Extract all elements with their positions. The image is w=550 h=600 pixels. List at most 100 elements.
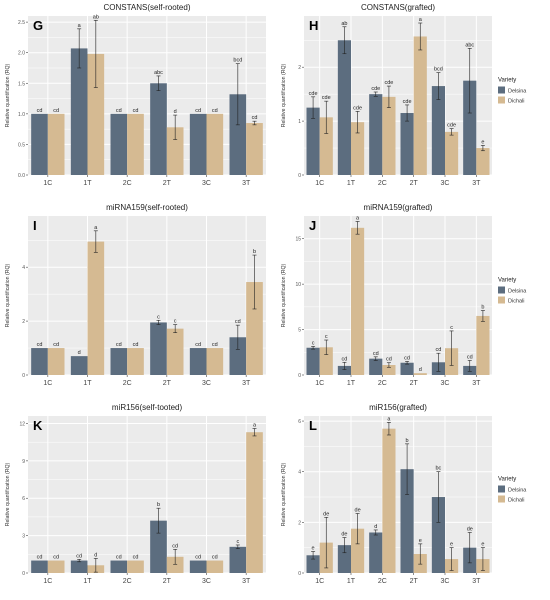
x-tick-label: 2C — [378, 180, 387, 187]
x-tick-label: 1C — [43, 380, 52, 387]
significance-label: de — [355, 507, 361, 513]
significance-label: c — [312, 340, 315, 346]
significance-label: cde — [309, 91, 318, 97]
y-tick-label: 1.0 — [18, 112, 25, 118]
y-tick-label: 2 — [22, 319, 25, 325]
x-tick-label: 1T — [347, 380, 356, 387]
bar-dichali — [166, 328, 184, 375]
bar-dichali — [127, 348, 144, 375]
x-tick-label: 3C — [441, 180, 450, 187]
bar-delsina — [110, 348, 128, 375]
bar-delsina — [337, 545, 351, 573]
bar-dichali — [319, 347, 333, 375]
x-tick-label: 1T — [83, 578, 92, 585]
x-tick-label: 2T — [163, 180, 172, 187]
significance-label: de — [341, 532, 347, 538]
significance-label: d — [94, 552, 97, 558]
bar-delsina — [229, 546, 247, 573]
x-tick-label: 2C — [123, 578, 132, 585]
bar-delsina — [369, 358, 383, 375]
bar-delsina — [306, 107, 320, 175]
significance-label: cd — [37, 108, 43, 114]
significance-label: cd — [37, 555, 43, 561]
bar-dichali — [246, 282, 263, 375]
significance-label: d — [78, 350, 81, 356]
y-tick-label: 9 — [22, 459, 25, 465]
y-tick-label: 2.0 — [18, 51, 25, 57]
bar-dichali — [166, 556, 184, 573]
significance-label: c — [325, 334, 328, 340]
bar-dichali — [382, 428, 396, 573]
legend-swatch-delsina — [498, 286, 505, 294]
significance-label: cd — [53, 342, 59, 348]
significance-label: b — [253, 249, 256, 255]
bar-delsina — [150, 322, 167, 375]
significance-label: b — [406, 438, 409, 444]
significance-label: cd — [172, 543, 178, 549]
y-tick-label: 5 — [298, 328, 301, 334]
panel-letter: J — [309, 218, 316, 233]
x-tick-label: 3T — [242, 180, 251, 187]
panel-letter: L — [309, 418, 317, 433]
x-tick-label: 3T — [242, 380, 251, 387]
bar-dichali — [127, 113, 144, 175]
significance-label: bc — [436, 466, 442, 472]
bar-dichali — [413, 36, 427, 176]
significance-label: b — [157, 502, 160, 508]
significance-label: a — [387, 416, 391, 422]
panel-letter: H — [309, 18, 318, 33]
bar-dichali — [445, 131, 459, 175]
bar-delsina — [369, 532, 383, 573]
x-tick-label: 3C — [441, 380, 450, 387]
x-tick-label: 2T — [410, 180, 419, 187]
x-tick-label: 3C — [202, 380, 211, 387]
significance-label: e — [312, 545, 315, 551]
x-tick-label: 3C — [202, 180, 211, 187]
bar-delsina — [150, 520, 167, 573]
plot-background — [304, 416, 492, 573]
significance-label: d — [174, 109, 177, 115]
y-axis-label: Relative quantification (RQ) — [5, 264, 11, 328]
panel-title: CONSTANS(self-rooted) — [104, 3, 191, 12]
x-tick-label: 3T — [472, 380, 481, 387]
significance-label: a — [253, 422, 257, 428]
significance-label: cd — [133, 555, 139, 561]
bar-dichali — [351, 227, 365, 375]
significance-label: cd — [212, 108, 218, 114]
chart-panel-k: miR156(self-tooted) 0 3 6 9 12 Relative quanti… — [5, 403, 266, 585]
x-tick-label: 1C — [43, 578, 52, 585]
x-tick-label: 2T — [410, 578, 419, 585]
significance-label: cd — [386, 357, 392, 363]
bar-dichali — [351, 528, 365, 573]
bar-delsina — [189, 113, 207, 175]
significance-label: cd — [37, 342, 43, 348]
y-tick-label: 15 — [295, 237, 301, 243]
legend-label: Dichali — [508, 498, 525, 504]
significance-label: cd — [116, 555, 122, 561]
bar-delsina — [110, 560, 128, 573]
significance-label: ab — [341, 21, 347, 27]
bar-delsina — [306, 347, 320, 375]
bar-dichali — [351, 122, 365, 175]
chart-panel-g: CONSTANS(self-rooted) 0.0 0.5 1.0 1.5 2.0 2.5 R… — [5, 3, 266, 187]
y-tick-label: 0.5 — [18, 142, 25, 148]
bar-delsina — [229, 337, 247, 375]
bar-delsina — [400, 469, 414, 573]
legend-label: Delsina — [508, 488, 527, 494]
chart-panel-j: miRNA159(grafted) 0 5 10 15 Relative quantifi… — [281, 203, 527, 387]
significance-label: cde — [322, 95, 331, 101]
bar-delsina — [306, 555, 320, 573]
legend-label: Dichali — [508, 99, 525, 105]
panel-letter: G — [33, 18, 43, 33]
bar-dichali — [87, 241, 105, 375]
bar-dichali — [206, 348, 224, 375]
bar-delsina — [337, 40, 351, 175]
legend-swatch-dichali — [498, 96, 505, 104]
significance-label: cde — [447, 123, 456, 129]
significance-label: cd — [212, 555, 218, 561]
bar-delsina — [337, 365, 351, 375]
y-tick-label: 0 — [298, 373, 301, 379]
significance-label: bcd — [233, 58, 242, 64]
